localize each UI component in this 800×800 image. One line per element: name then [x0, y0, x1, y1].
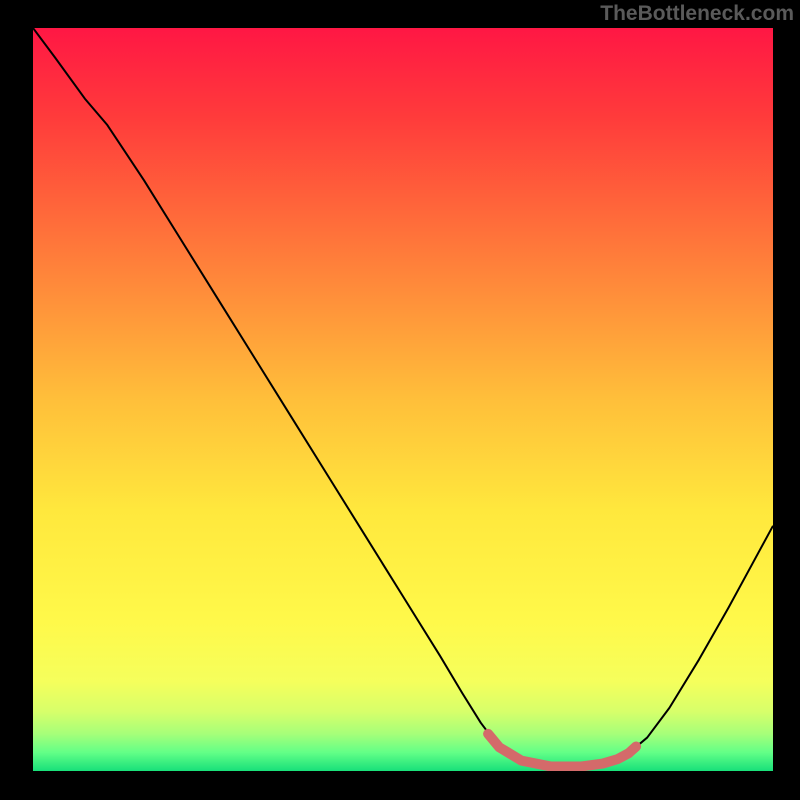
chart-container: TheBottleneck.com: [0, 0, 800, 800]
plot-svg: [33, 28, 773, 771]
plot-area: [33, 28, 773, 771]
watermark-text: TheBottleneck.com: [600, 2, 794, 26]
gradient-background: [33, 28, 773, 771]
